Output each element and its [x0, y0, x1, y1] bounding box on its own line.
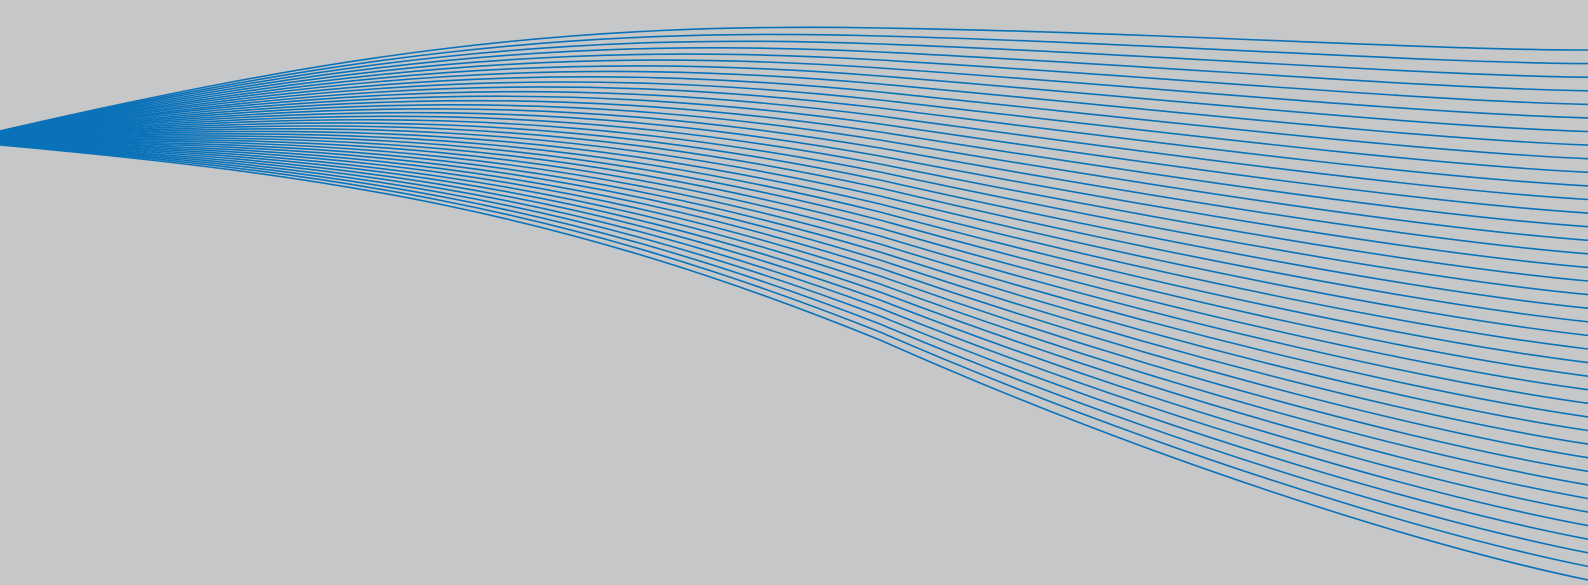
wave-line	[0, 111, 1588, 269]
wave-line	[0, 143, 1588, 568]
wave-line	[0, 65, 1588, 134]
wave-lines-group	[0, 26, 1588, 581]
wave-line	[0, 125, 1588, 323]
wave-line	[0, 70, 1588, 146]
wave-line	[0, 141, 1588, 459]
wave-line	[0, 95, 1588, 214]
wave-line	[0, 135, 1588, 377]
wave-line	[0, 59, 1588, 134]
wave-line	[0, 136, 1588, 391]
wave-line	[0, 140, 1588, 432]
wave-line	[0, 139, 1588, 418]
wave-line	[0, 122, 1588, 309]
wave-line	[0, 86, 1588, 187]
wave-line	[0, 99, 1588, 228]
wave-line	[0, 47, 1588, 133]
wave-line	[0, 143, 1588, 540]
wave-line	[0, 53, 1588, 134]
wave-line	[0, 104, 1588, 242]
wave-line	[0, 26, 1588, 132]
wave-line	[0, 115, 1588, 282]
wave-line	[0, 33, 1588, 133]
wave-line	[0, 128, 1588, 337]
wave-line	[0, 141, 1588, 486]
wave-line	[0, 130, 1588, 350]
wave-line	[0, 144, 1588, 581]
wave-line	[0, 141, 1588, 473]
wave-line	[0, 40, 1588, 133]
wave-line	[0, 118, 1588, 296]
wave-line	[0, 143, 1588, 554]
wave-line	[0, 90, 1588, 201]
wave-line	[0, 108, 1588, 255]
wave-line	[0, 81, 1588, 174]
wave-line	[0, 76, 1588, 160]
wave-line	[0, 140, 1588, 445]
wave-line	[0, 142, 1588, 500]
wave-line	[0, 142, 1588, 527]
wave-line	[0, 142, 1588, 513]
wave-line	[0, 138, 1588, 405]
wave-line	[0, 133, 1588, 364]
